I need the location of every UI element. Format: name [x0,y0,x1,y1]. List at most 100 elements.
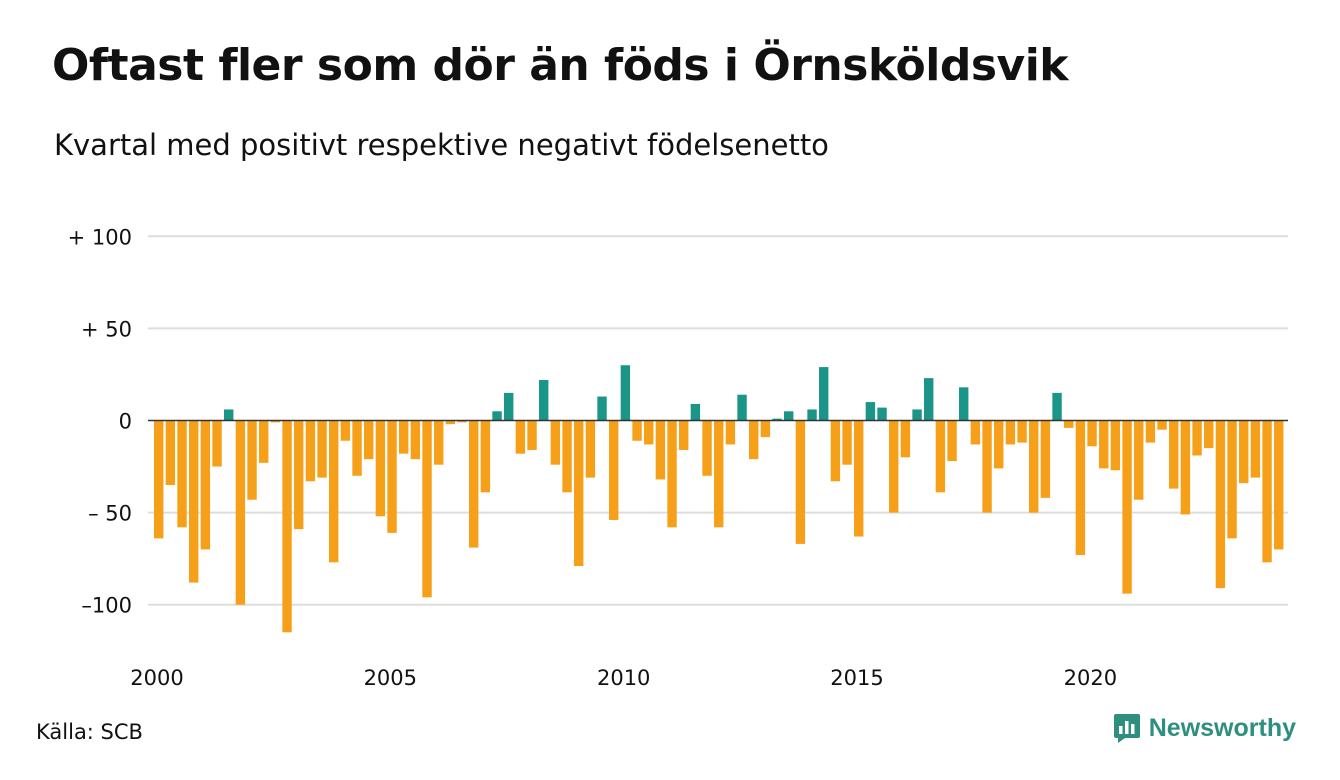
bar-negative [574,420,584,567]
bar-positive [737,394,747,421]
bar-negative [749,420,759,460]
bar-negative [340,420,351,441]
bar-negative [1134,420,1144,500]
source-note: Källa: SCB [36,720,143,744]
bar-negative [1110,420,1121,471]
bar-negative [830,420,841,482]
bar-negative [154,420,164,539]
bar-negative [632,420,642,441]
bar-negative [364,420,374,460]
y-tick-label: + 50 [81,317,132,341]
bar-negative [305,420,316,482]
bar-negative [212,420,222,467]
bar-negative [900,420,911,458]
bar-negative [1180,420,1191,515]
bar-negative [165,420,176,485]
bar-negative [270,420,281,423]
bar-negative [434,420,444,465]
bar-negative [1145,420,1156,443]
bar-negative [1075,420,1086,555]
bar-negative [1087,420,1097,447]
bar-negative [550,420,561,465]
bar-negative [1122,420,1132,594]
bar-negative [947,420,957,462]
bar-negative [259,420,269,463]
bar-positive [1052,392,1062,421]
x-tick-label: 2010 [597,666,650,690]
bar-negative [1250,420,1261,478]
bar-positive [597,396,607,421]
bar-negative [1274,420,1284,550]
bar-negative [994,420,1004,469]
bar-positive [224,409,234,421]
bar-negative [1157,420,1167,430]
bar-positive [959,387,969,421]
bar-negative [609,420,619,520]
bar-negative [854,420,864,537]
bar-negative [760,420,771,438]
chart-title: Oftast fler som dör än föds i Örnsköldsv… [52,40,1069,91]
chart-subtitle: Kvartal med positivt respektive negativt… [54,128,829,162]
bar-negative [1029,420,1039,513]
bar-negative [1192,420,1202,456]
bar-negative [410,420,421,460]
bar-negative [667,420,677,528]
x-tick-label: 2005 [364,666,417,690]
bar-negative [352,420,362,476]
bar-negative [702,420,712,476]
axis-layer: + 100 + 50 0 – 50 –100 2000 2005 2010 2015 2020 [68,225,1288,690]
bar-negative [422,420,432,598]
bar-positive [807,409,817,421]
bar-negative [200,420,211,550]
bar-negative [527,420,537,450]
bar-negative [189,420,199,583]
bar-negative [725,420,736,445]
bar-negative [1040,420,1051,498]
bar-negative [282,420,292,633]
bar-negative [714,420,724,528]
brand-logo[interactable]: Newsworthy [1113,712,1296,744]
y-tick-label: 0 [119,410,132,434]
bar-positive [865,402,876,421]
bar-positive [620,365,631,421]
bar-negative [469,420,479,548]
bar-negative [375,420,386,517]
bar-negative [935,420,946,493]
x-tick-label: 2020 [1064,666,1117,690]
bar-negative [445,420,456,425]
bar-positive [539,379,549,421]
bar-negative [889,420,899,513]
bar-negative [247,420,257,500]
bar-negative [399,420,409,454]
bar-negative [1064,420,1074,428]
bar-negative [1169,420,1179,489]
bar-negative [1215,420,1226,589]
y-tick-label: + 100 [68,225,132,249]
bar-negative [562,420,572,493]
bar-negative [387,420,397,533]
bar-negative [294,420,304,530]
bars-layer [154,365,1284,633]
bar-positive [784,411,794,421]
bar-positive [772,418,782,421]
bar-negative [655,420,666,480]
bar-positive [924,378,934,421]
bar-positive [877,407,887,421]
bar-negative [1204,420,1214,449]
bar-negative [1017,420,1027,443]
bar-positive [492,411,502,421]
bar-negative [177,420,187,528]
bar-negative [585,420,596,478]
bar-negative [842,420,852,465]
bar-positive [819,367,829,421]
bar-negative [970,420,981,445]
bar-positive [690,403,701,421]
x-tick-label: 2015 [830,666,883,690]
bar-negative [679,420,689,450]
bar-negative [644,420,654,445]
y-tick-label: –100 [81,594,132,618]
bar-negative [795,420,806,544]
bar-negative [982,420,992,513]
bar-negative [1239,420,1249,484]
